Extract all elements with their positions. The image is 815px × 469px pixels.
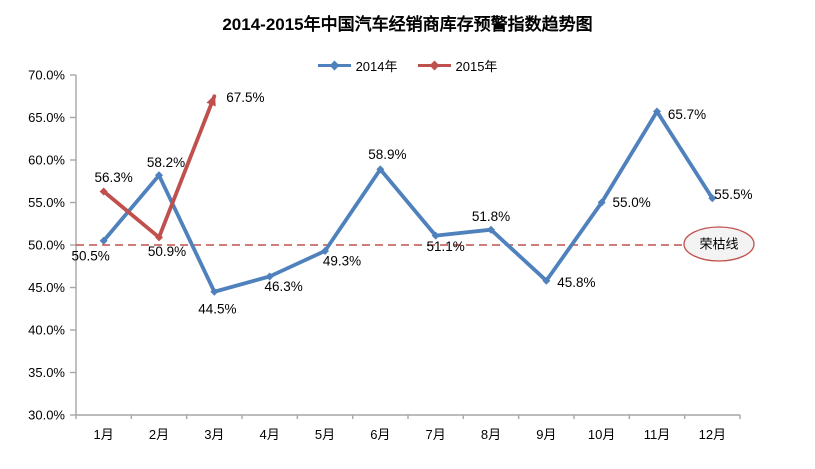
data-point-marker bbox=[431, 231, 440, 240]
legend-item-2014: 2014年 bbox=[317, 56, 398, 75]
data-label: 65.7% bbox=[668, 107, 706, 122]
data-label: 67.5% bbox=[226, 90, 264, 105]
data-label: 55.0% bbox=[613, 195, 651, 210]
data-point-marker bbox=[210, 287, 219, 296]
x-axis-label: 12月 bbox=[699, 427, 726, 442]
legend-item-2015: 2015年 bbox=[417, 56, 498, 75]
data-label: 56.3% bbox=[95, 170, 133, 185]
data-label: 46.3% bbox=[265, 279, 303, 294]
data-point-marker bbox=[321, 246, 329, 255]
data-point-marker bbox=[487, 225, 495, 234]
x-axis-label: 4月 bbox=[260, 427, 280, 442]
data-point-marker bbox=[708, 194, 717, 203]
x-axis-label: 6月 bbox=[370, 427, 390, 442]
data-label: 58.9% bbox=[368, 147, 406, 162]
x-axis-label: 7月 bbox=[426, 427, 446, 442]
legend-label-2014: 2014年 bbox=[355, 59, 398, 74]
data-label: 51.1% bbox=[427, 239, 465, 254]
chart-title: 2014-2015年中国汽车经销商库存预警指数趋势图 bbox=[222, 15, 593, 34]
x-axis-label: 5月 bbox=[315, 427, 335, 442]
data-label: 58.2% bbox=[147, 155, 185, 170]
reference-annotation-ellipse bbox=[683, 226, 755, 262]
data-point-marker bbox=[99, 236, 108, 245]
x-axis-label: 2月 bbox=[149, 427, 169, 442]
reference-annotation-label: 荣枯线 bbox=[699, 237, 738, 252]
x-axis-label: 11月 bbox=[644, 427, 671, 442]
y-axis-label: 45.0% bbox=[28, 280, 65, 295]
y-axis-label: 55.0% bbox=[28, 195, 65, 210]
data-label: 50.9% bbox=[148, 244, 186, 259]
y-axis-label: 40.0% bbox=[28, 323, 65, 338]
data-point-marker bbox=[99, 187, 108, 196]
data-label: 55.5% bbox=[714, 187, 752, 202]
x-axis-label: 9月 bbox=[536, 427, 556, 442]
data-point-marker bbox=[265, 272, 274, 281]
y-axis-label: 50.0% bbox=[28, 238, 65, 253]
y-axis-label: 35.0% bbox=[28, 365, 65, 380]
legend-marker-2015-line-icon bbox=[417, 60, 451, 70]
data-point-marker bbox=[155, 233, 163, 242]
legend-label-2015: 2015年 bbox=[455, 59, 498, 74]
series-line-2014年 bbox=[101, 109, 715, 294]
data-point-marker bbox=[376, 165, 385, 174]
x-axis-label: 1月 bbox=[94, 427, 114, 442]
y-axis-label: 70.0% bbox=[28, 68, 65, 83]
legend-marker-2014-line-icon bbox=[317, 60, 351, 70]
data-label: 51.8% bbox=[472, 209, 510, 224]
data-point-marker bbox=[597, 198, 606, 207]
data-label: 45.8% bbox=[557, 275, 595, 290]
data-point-marker bbox=[542, 276, 551, 285]
y-axis-label: 65.0% bbox=[28, 110, 65, 125]
data-label: 49.3% bbox=[323, 253, 361, 268]
y-axis-label: 60.0% bbox=[28, 153, 65, 168]
x-axis-label: 8月 bbox=[481, 427, 501, 442]
y-axis-label: 30.0% bbox=[28, 408, 65, 423]
data-point-marker bbox=[653, 107, 661, 116]
x-axis-label: 10月 bbox=[588, 427, 615, 442]
data-label: 50.5% bbox=[72, 248, 110, 263]
data-point-marker bbox=[155, 171, 163, 180]
x-axis-label: 3月 bbox=[204, 427, 224, 442]
data-label: 44.5% bbox=[198, 301, 236, 316]
chart-legend: 2014年 2015年 bbox=[0, 56, 815, 75]
